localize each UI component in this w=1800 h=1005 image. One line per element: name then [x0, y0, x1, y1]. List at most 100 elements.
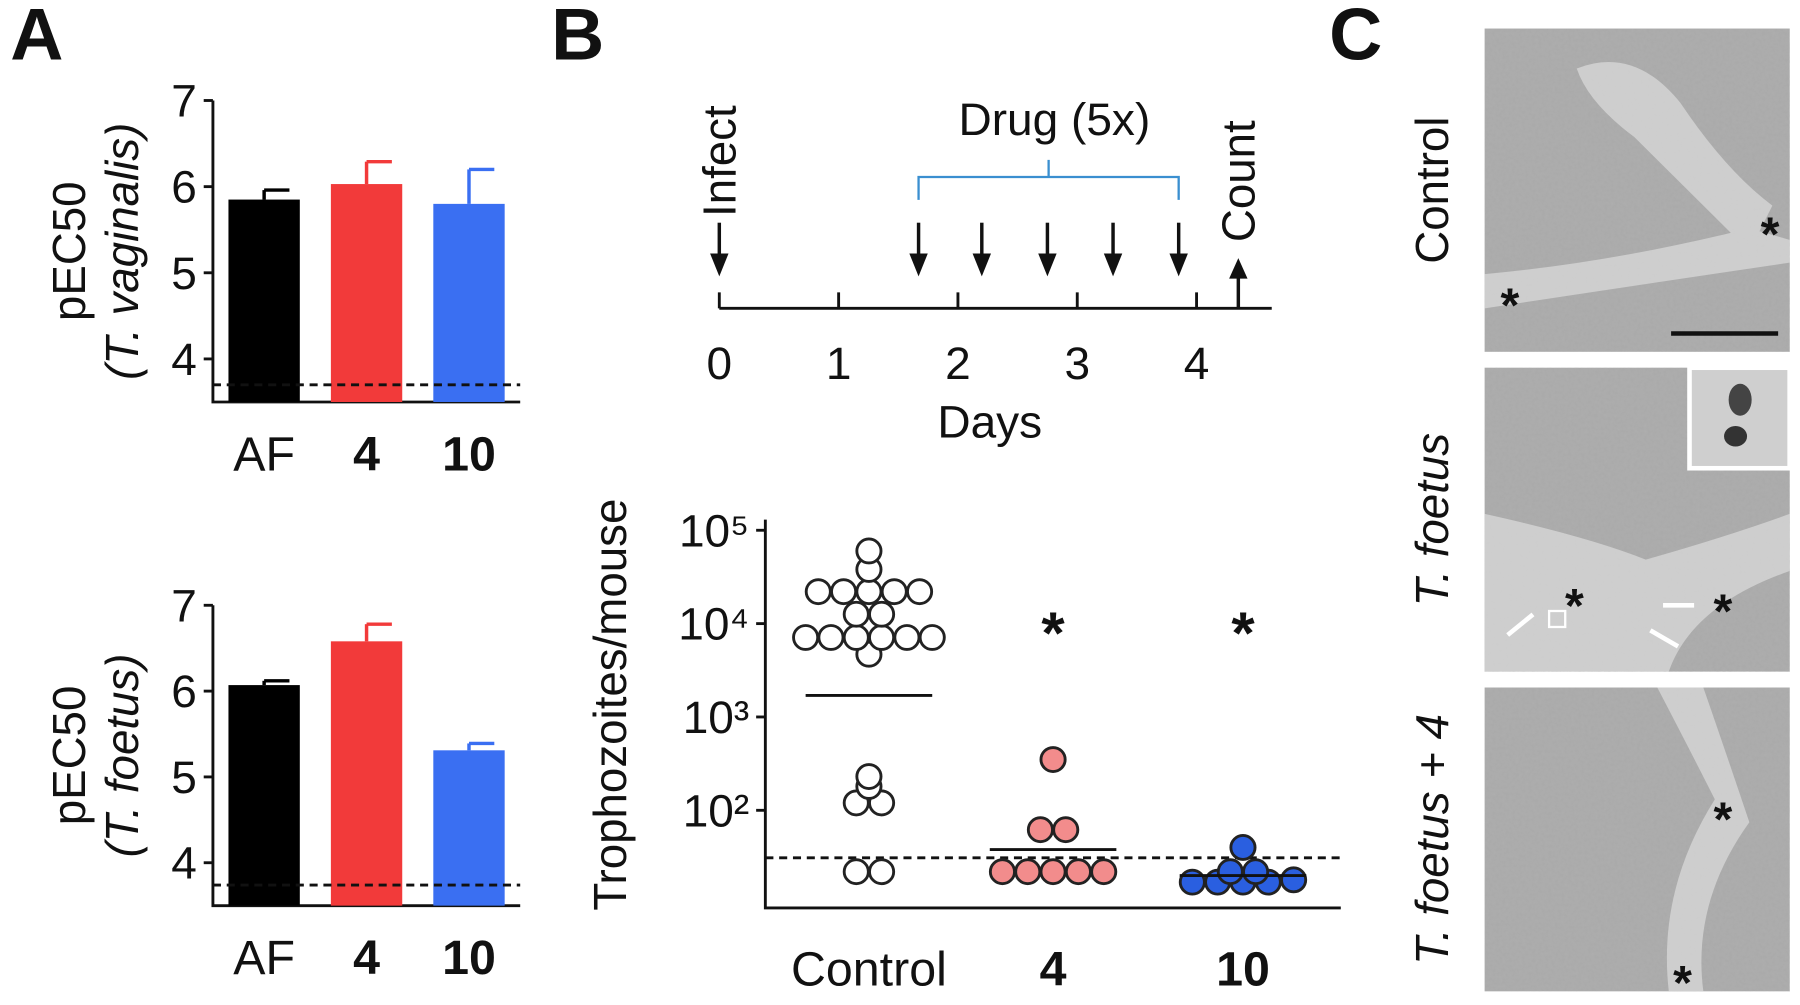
data-point [1216, 858, 1244, 886]
tissue-lumen [1484, 513, 1790, 672]
micrograph-label: Control [1406, 117, 1458, 264]
x-axis-label: Days [937, 396, 1042, 448]
data-point [1229, 834, 1257, 861]
data-point [1026, 816, 1054, 844]
micrograph-label: T. foetus + 4 [1406, 714, 1458, 965]
arrow-head [1038, 253, 1057, 277]
tissue-lumen [1484, 61, 1790, 309]
inset-cell [1728, 383, 1752, 416]
significance-marker: * [1231, 600, 1255, 667]
drug-bracket [917, 159, 1180, 200]
data-point [855, 578, 883, 606]
significance-marker: * [1041, 600, 1065, 667]
data-point [842, 858, 870, 886]
y-tick-label: 10⁴ [678, 598, 749, 650]
y-tick-label: 5 [171, 247, 197, 299]
data-point [868, 858, 896, 886]
asterisk: * [1713, 793, 1732, 847]
x-tick-label: 0 [707, 337, 733, 389]
data-point [855, 763, 883, 790]
y-axis-label: pEC50 [43, 181, 95, 321]
x-tick-label: 4 [353, 428, 380, 482]
asterisk: * [1713, 585, 1732, 639]
arrow-head [909, 253, 928, 277]
data-point [842, 624, 870, 651]
asterisk: * [1761, 208, 1780, 262]
bar [228, 199, 300, 402]
y-tick-label: 10⁵ [679, 504, 749, 556]
x-tick-label: AF [233, 931, 295, 985]
y-axis-label: Trophozoites/mouse [584, 499, 636, 911]
data-point [804, 578, 832, 606]
y-tick-label: 4 [171, 837, 197, 889]
x-tick-label: AF [233, 428, 295, 482]
data-point [918, 624, 946, 651]
data-point [855, 537, 883, 565]
micrograph-texture [1484, 687, 1790, 992]
asterisk: * [1565, 580, 1584, 634]
y-tick-label: 10³ [683, 691, 750, 743]
data-point [1039, 858, 1067, 886]
data-point [1178, 868, 1206, 896]
data-point [1039, 746, 1067, 773]
x-tick-label: 10 [442, 428, 496, 482]
panel-letter: A [10, 0, 63, 75]
y-tick-label: 6 [171, 161, 197, 213]
event-label: Drug (5x) [958, 93, 1150, 145]
data-point [842, 600, 870, 628]
event-label: Count [1212, 120, 1264, 242]
y-tick-label: 10² [683, 784, 750, 836]
y-axis-label: pEC50 [43, 686, 95, 826]
inset [1687, 365, 1792, 471]
bar [433, 750, 505, 906]
arrow-head [1103, 253, 1123, 277]
arrow-head [1229, 258, 1248, 279]
arrow [1649, 628, 1680, 649]
micrograph-label: T. foetus [1406, 433, 1458, 606]
bar [330, 641, 403, 906]
data-point [868, 624, 896, 651]
arrow [1506, 612, 1535, 637]
panel-letter: B [551, 0, 604, 75]
bar [433, 203, 505, 402]
y-tick-label: 7 [171, 579, 197, 631]
asterisk: * [1673, 956, 1692, 1005]
panel-letter: C [1329, 0, 1382, 75]
tissue-lumen [1657, 687, 1750, 992]
y-axis-label-2: (T. vaginalis) [96, 123, 148, 380]
inset-marker [1547, 609, 1567, 629]
x-tick-label: 1 [826, 337, 852, 389]
data-point [906, 578, 934, 606]
data-point [792, 624, 820, 651]
y-axis-label-2: (T. foetus) [96, 654, 148, 858]
x-tick-label: 4 [353, 931, 380, 985]
x-tick-label: 3 [1064, 337, 1090, 389]
asterisk: * [1501, 279, 1520, 333]
arrow-head [710, 253, 729, 277]
x-tick-label: 2 [945, 337, 971, 389]
data-point [988, 858, 1016, 886]
axis [763, 519, 1341, 910]
axis [211, 100, 521, 404]
axis [211, 605, 521, 908]
data-point [1052, 816, 1080, 844]
data-point [1090, 858, 1118, 886]
x-tick-label: 4 [1040, 943, 1067, 997]
y-tick-label: 4 [171, 333, 197, 385]
y-tick-label: 7 [171, 75, 197, 127]
x-tick-label: Control [791, 943, 947, 997]
x-tick-label: 10 [1216, 943, 1270, 997]
data-point [1280, 866, 1308, 894]
bar [228, 685, 300, 906]
data-point [868, 600, 896, 628]
data-point [1242, 858, 1270, 886]
x-tick-label: 10 [442, 931, 496, 985]
arrow-head [1169, 253, 1188, 277]
inset-cell [1724, 425, 1748, 447]
y-tick-label: 5 [171, 751, 197, 803]
data-point [893, 624, 921, 651]
x-tick-label: 4 [1184, 337, 1210, 389]
data-point [817, 624, 845, 651]
